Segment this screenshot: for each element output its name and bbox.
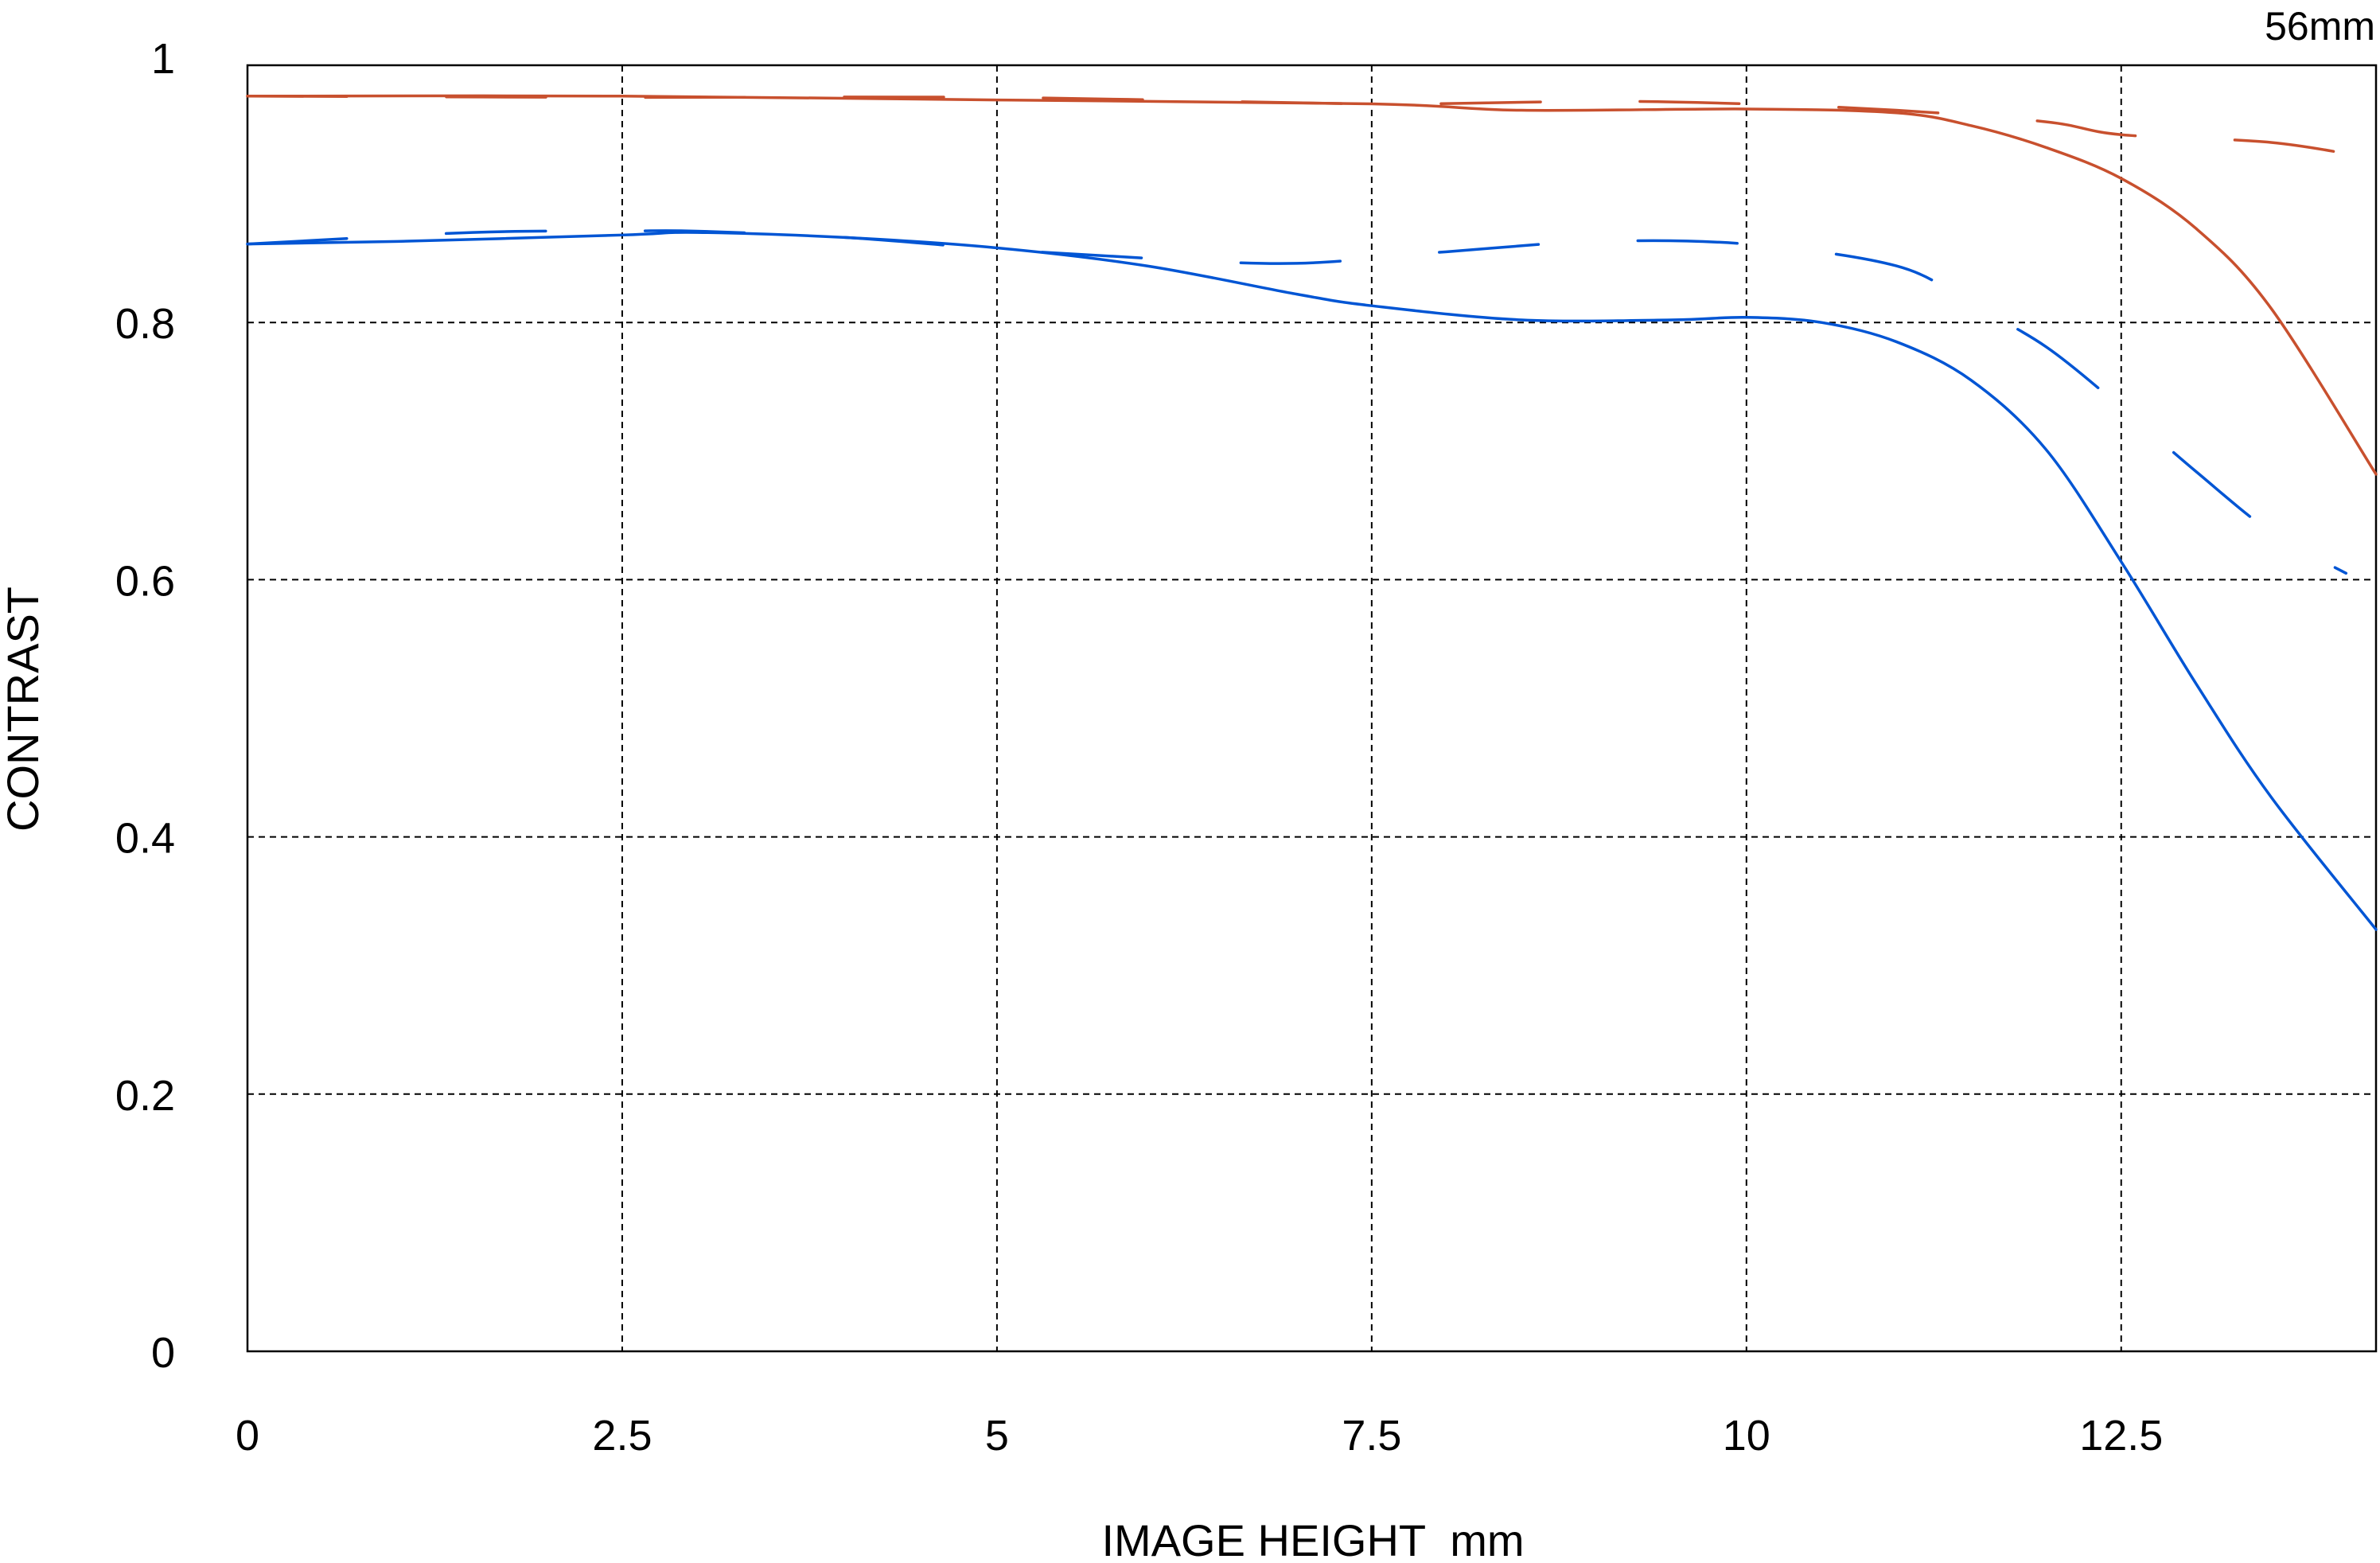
- series-line-blue-solid: [246, 231, 2378, 931]
- series-line-red-solid: [246, 94, 2378, 476]
- x-tick-label: 7.5: [1342, 1412, 1401, 1460]
- x-tick-label: 10: [1723, 1412, 1770, 1460]
- x-axis-label: IMAGE HEIGHT mm: [1102, 1515, 1525, 1563]
- grid-lines: [247, 65, 2376, 1351]
- y-tick-label: 0: [151, 1329, 175, 1377]
- y-tick-label: 1: [151, 35, 175, 83]
- y-axis-label: CONTRAST: [0, 587, 48, 832]
- x-tick-labels: 0 2.5 5 7.5 10 12.5: [236, 1412, 2163, 1460]
- series-line-blue-dashed: [246, 229, 2348, 575]
- y-tick-labels: 0 0.2 0.4 0.6 0.8 1: [115, 35, 175, 1377]
- y-tick-label: 0.4: [115, 815, 175, 863]
- y-tick-label: 0.2: [115, 1072, 175, 1120]
- x-tick-label: 0: [236, 1412, 259, 1460]
- x-tick-label: 5: [985, 1412, 1009, 1460]
- series-lines: [246, 94, 2378, 931]
- y-tick-label: 0.6: [115, 557, 175, 605]
- x-tick-label: 12.5: [2079, 1412, 2163, 1460]
- plot-frame: [246, 64, 2378, 1353]
- y-tick-label: 0.8: [115, 300, 175, 348]
- series-line-red-dashed: [246, 95, 2378, 161]
- x-tick-label: 2.5: [592, 1412, 652, 1460]
- chart-title: 56mm: [2265, 4, 2375, 49]
